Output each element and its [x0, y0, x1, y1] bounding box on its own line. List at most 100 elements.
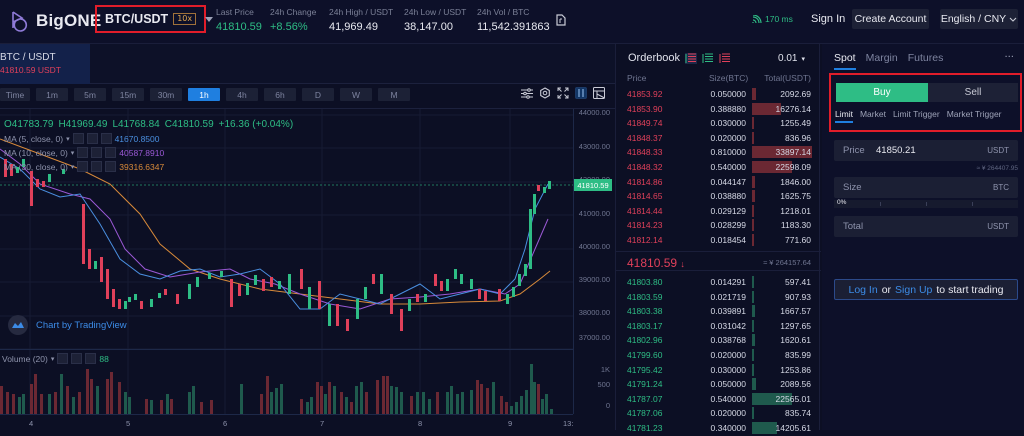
close-icon[interactable] — [105, 147, 117, 158]
chart-toolbar — [521, 87, 605, 99]
ask-row[interactable]: 41848.32 0.540000 22598.09 — [627, 160, 811, 173]
gear-icon[interactable] — [86, 133, 98, 144]
eye-icon[interactable] — [77, 147, 89, 158]
bid-row[interactable]: 41802.96 0.038768 1620.61 — [627, 334, 811, 347]
ask-row[interactable]: 41812.14 0.018454 771.60 — [627, 233, 811, 246]
close-icon[interactable] — [100, 133, 112, 144]
tab-futures[interactable]: Futures — [907, 52, 944, 64]
eye-icon[interactable] — [77, 161, 89, 172]
gear-icon[interactable] — [91, 147, 103, 158]
bid-row[interactable]: 41781.23 0.340000 14205.61 — [627, 421, 811, 434]
bid-row[interactable]: 41803.17 0.031042 1297.65 — [627, 319, 811, 332]
price-input[interactable]: Price 41850.21 USDT — [834, 140, 1018, 161]
order-type-market-trigger[interactable]: Market Trigger — [946, 109, 1002, 119]
timeframe-6h[interactable]: 6h — [264, 88, 296, 101]
tab-spot[interactable]: Spot — [834, 52, 856, 70]
sign-in-link[interactable]: Sign In — [811, 13, 846, 25]
order-type-limit[interactable]: Limit — [835, 109, 853, 123]
ask-row[interactable]: 41853.92 0.050000 2092.69 — [627, 88, 811, 100]
timeframe-d[interactable]: D — [302, 88, 334, 101]
layout-columns-icon[interactable] — [575, 87, 587, 99]
language-selector[interactable]: English / CNY — [940, 9, 1018, 29]
document-icon[interactable] — [556, 14, 566, 26]
order-type-market[interactable]: Market — [859, 109, 886, 119]
total-input[interactable]: Total USDT — [834, 216, 1018, 237]
indicator-ma10[interactable]: MA (10, close, 0) ▾ 40587.8910 — [4, 147, 165, 158]
indicator-ma30[interactable]: MA (30, close, 0) ▾ 39316.6347 — [4, 161, 165, 172]
pair-name: BTC/USDT — [105, 12, 169, 26]
sell-button[interactable]: Sell — [964, 87, 982, 98]
trade-panel: Spot Margin Futures ··· Buy Sell Limit M… — [822, 44, 1024, 430]
timeframe-5m[interactable]: 5m — [74, 88, 106, 101]
ask-row[interactable]: 41814.65 0.038880 1625.75 — [627, 190, 811, 203]
price-chart[interactable]: 44000.00 43000.00 42000.00 41000.00 4000… — [0, 108, 615, 430]
bid-row[interactable]: 41799.60 0.020000 835.99 — [627, 348, 811, 361]
depth-bar — [752, 334, 755, 347]
bid-row[interactable]: 41795.42 0.030000 1253.86 — [627, 363, 811, 376]
bid-row[interactable]: 41803.80 0.014291 597.41 — [627, 276, 811, 288]
fullscreen-icon[interactable] — [557, 87, 569, 99]
price-axis[interactable]: 44000.00 43000.00 42000.00 41000.00 4000… — [573, 108, 615, 414]
volume-legend[interactable]: Volume (20) ▾ 88 — [2, 353, 109, 364]
bid-row[interactable]: 41803.38 0.039891 1667.57 — [627, 305, 811, 318]
close-icon[interactable] — [85, 353, 97, 364]
timeframe-30m[interactable]: 30m — [150, 88, 182, 101]
bid-row[interactable]: 41803.59 0.021719 907.93 — [627, 290, 811, 303]
timeframe-15m[interactable]: 15m — [112, 88, 144, 101]
timeframe-time[interactable]: Time — [0, 88, 30, 101]
timeframe-1h[interactable]: 1h — [188, 88, 220, 101]
chart-legend: O41783.79 H41969.49 L41768.84 C41810.59 +16.… — [4, 119, 298, 172]
ask-row[interactable]: 41814.23 0.028299 1183.30 — [627, 219, 811, 232]
bids-list: 41803.80 0.014291 597.41 41803.59 0.021719 90… — [616, 275, 821, 436]
mid-price-cny: ≈ ¥ 264157.64 — [763, 258, 811, 267]
stat-24h-change: 24h Change +8.56% — [270, 7, 317, 33]
gear-icon[interactable] — [539, 87, 551, 99]
eye-icon[interactable] — [72, 133, 84, 144]
log-in-link[interactable]: Log In — [848, 283, 878, 296]
buy-button[interactable]: Buy — [836, 83, 928, 102]
timeframe-w[interactable]: W — [340, 88, 372, 101]
ask-row[interactable]: 41848.33 0.810000 33897.14 — [627, 146, 812, 159]
pair-selector[interactable]: BTC/USDT 10x — [95, 5, 214, 33]
ask-row[interactable]: 41853.90 0.388880 16276.14 — [627, 102, 811, 115]
ask-row[interactable]: 41814.86 0.044147 1846.00 — [627, 175, 811, 188]
pane-divider[interactable] — [0, 349, 573, 350]
size-input[interactable]: Size BTC — [834, 177, 1018, 198]
orderbook-both-icon[interactable] — [684, 52, 697, 64]
timeframe-m[interactable]: M — [378, 88, 410, 101]
gear-icon[interactable] — [71, 353, 83, 364]
stat-24h-high: 24h High / USDT 41,969.49 — [329, 7, 394, 33]
settings-sliders-icon[interactable] — [521, 87, 533, 99]
timeframe-1m[interactable]: 1m — [36, 88, 68, 101]
depth-bar — [752, 290, 754, 303]
time-axis[interactable]: 4 5 6 7 8 9 13: — [0, 414, 573, 431]
size-percent-slider[interactable]: 0% — [834, 199, 1018, 208]
bid-row[interactable]: 41787.07 0.540000 22565.01 — [627, 392, 811, 405]
bid-row[interactable]: 41787.06 0.020000 835.74 — [627, 407, 811, 420]
caret-down-icon — [205, 16, 214, 22]
sign-up-link[interactable]: Sign Up — [895, 283, 933, 296]
create-account-button[interactable]: Create Account — [852, 9, 929, 29]
more-icon[interactable]: ··· — [1004, 52, 1014, 63]
timeframe-4h[interactable]: 4h — [226, 88, 258, 101]
tab-margin[interactable]: Margin — [865, 52, 898, 64]
ask-row[interactable]: 41814.44 0.029129 1218.01 — [627, 204, 811, 217]
order-type-limit-trigger[interactable]: Limit Trigger — [892, 109, 940, 119]
bid-row[interactable]: 41791.24 0.050000 2089.56 — [627, 378, 811, 391]
symbol-tab[interactable]: BTC / USDT 41810.59 USDT — [0, 44, 90, 84]
ask-row[interactable]: 41849.74 0.030000 1255.49 — [627, 117, 811, 130]
ask-row[interactable]: 41848.37 0.020000 836.96 — [627, 131, 811, 144]
orderbook-bids-icon[interactable] — [702, 53, 714, 64]
gear-icon[interactable] — [91, 161, 103, 172]
layout-panel-icon[interactable] — [593, 87, 605, 99]
logo[interactable]: BigONE — [8, 10, 101, 32]
close-icon[interactable] — [105, 161, 117, 172]
eye-icon[interactable] — [57, 353, 69, 364]
indicator-ma5[interactable]: MA (5, close, 0) ▾ 41670.8500 — [4, 133, 160, 144]
symbol-tab-strip — [90, 44, 615, 84]
precision-selector[interactable]: 0.01 ▾ — [778, 53, 805, 64]
buy-sell-toggle: Buy Sell — [836, 83, 1018, 102]
orderbook-asks-icon[interactable] — [719, 53, 731, 64]
tradingview-watermark[interactable]: Chart by TradingView — [8, 315, 127, 335]
market-tabs: Spot Margin Futures — [834, 52, 943, 70]
